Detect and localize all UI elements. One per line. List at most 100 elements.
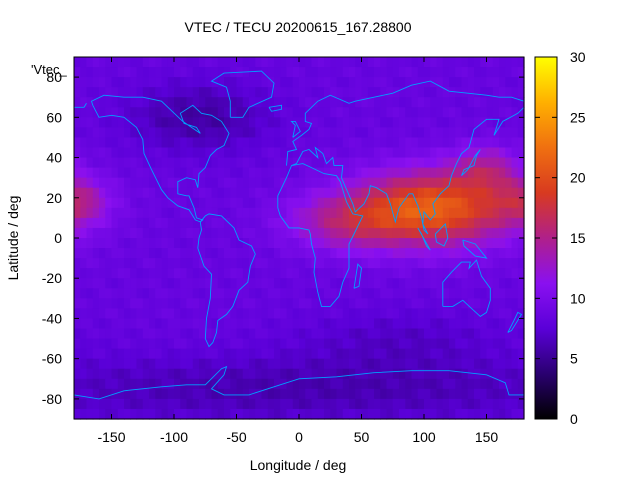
heatmap-cell <box>124 378 131 390</box>
heatmap-cell <box>417 107 425 118</box>
heatmap-cell <box>199 298 206 309</box>
heatmap-cell <box>161 57 169 68</box>
heatmap-cell <box>374 147 381 159</box>
heatmap-cell <box>267 127 275 139</box>
heatmap-cell <box>124 388 131 400</box>
heatmap-cell <box>274 308 281 320</box>
heatmap-cell <box>211 338 219 350</box>
heatmap-cell <box>461 398 469 410</box>
y-tick-label: -20 <box>42 270 62 286</box>
heatmap-cell <box>305 378 313 390</box>
heatmap-cell <box>311 278 319 289</box>
heatmap-cell <box>449 107 456 118</box>
coastline <box>462 239 488 259</box>
heatmap-cell <box>217 217 225 229</box>
heatmap-cell <box>142 308 150 320</box>
heatmap-cell <box>255 378 263 390</box>
heatmap-cell <box>186 308 194 320</box>
heatmap-cell <box>342 348 350 360</box>
heatmap-cell <box>236 227 244 239</box>
heatmap-cell <box>142 288 150 299</box>
heatmap-cell <box>399 328 406 340</box>
heatmap-cell <box>411 238 419 249</box>
heatmap-cell <box>517 248 525 259</box>
heatmap-cell <box>505 268 513 279</box>
heatmap-cell <box>86 57 94 68</box>
heatmap-cell <box>442 127 450 139</box>
heatmap-cell <box>130 328 138 340</box>
heatmap-cell <box>505 107 513 118</box>
heatmap-cell <box>436 328 444 340</box>
heatmap-cell <box>174 147 181 159</box>
heatmap-cell <box>149 207 156 219</box>
heatmap-cell <box>174 378 181 390</box>
heatmap-cell <box>292 258 300 269</box>
heatmap-cell <box>242 258 250 269</box>
heatmap-cell <box>486 57 494 68</box>
heatmap-cell <box>117 97 125 108</box>
heatmap-cell <box>199 338 206 350</box>
heatmap-cell <box>361 147 369 159</box>
heatmap-cell <box>436 137 444 149</box>
heatmap-cell <box>486 167 494 179</box>
heatmap-cell <box>161 217 169 229</box>
heatmap-cell <box>349 298 356 309</box>
heatmap-cell <box>174 318 181 330</box>
heatmap-cell <box>361 298 369 309</box>
y-axis-label: Latitude / deg <box>5 196 21 281</box>
heatmap-cell <box>374 358 381 370</box>
heatmap-cell <box>224 157 231 169</box>
heatmap-cell <box>167 97 175 108</box>
heatmap-cell <box>124 227 131 239</box>
heatmap-cell <box>380 388 388 400</box>
heatmap-cell <box>230 137 238 149</box>
heatmap-cell <box>517 318 525 330</box>
heatmap-cell <box>261 298 269 309</box>
heatmap-cell <box>374 227 381 239</box>
heatmap-cell <box>511 87 519 98</box>
heatmap-cell <box>399 87 406 98</box>
heatmap-cell <box>174 408 181 420</box>
heatmap-cell <box>105 398 113 410</box>
heatmap-cell <box>392 318 400 330</box>
heatmap-cell <box>99 248 106 259</box>
heatmap-cell <box>455 298 463 309</box>
heatmap-cell <box>336 298 344 309</box>
heatmap-cell <box>399 157 406 169</box>
heatmap-cell <box>486 87 494 98</box>
heatmap-cell <box>430 348 438 360</box>
heatmap-cell <box>292 227 300 239</box>
heatmap-cell <box>99 408 106 420</box>
heatmap-cell <box>380 197 388 209</box>
heatmap-cell <box>436 107 444 118</box>
heatmap-cell <box>180 197 188 209</box>
heatmap-cell <box>86 308 94 320</box>
heatmap-cell <box>180 147 188 159</box>
heatmap-cell <box>330 227 338 239</box>
heatmap-cell <box>80 157 88 169</box>
heatmap-cell <box>486 177 494 189</box>
heatmap-cell <box>386 378 394 390</box>
heatmap-cell <box>336 278 344 289</box>
heatmap-cell <box>199 268 206 279</box>
heatmap-cell <box>424 278 431 289</box>
heatmap-cell <box>149 308 156 320</box>
heatmap-cell <box>261 288 269 299</box>
heatmap-cell <box>111 278 119 289</box>
heatmap-cell <box>474 177 481 189</box>
heatmap-cell <box>86 187 94 199</box>
heatmap-cell <box>449 258 456 269</box>
heatmap-cell <box>124 248 131 259</box>
heatmap-cell <box>174 238 181 249</box>
heatmap-cell <box>336 308 344 320</box>
heatmap-cell <box>174 248 181 259</box>
heatmap-cell <box>217 107 225 118</box>
heatmap-cell <box>80 147 88 159</box>
heatmap-cell <box>130 398 138 410</box>
heatmap-cell <box>342 177 350 189</box>
heatmap-cell <box>411 348 419 360</box>
heatmap-cell <box>355 157 363 169</box>
heatmap-cell <box>155 238 163 249</box>
heatmap-cell <box>311 207 319 219</box>
heatmap-cell <box>224 268 231 279</box>
